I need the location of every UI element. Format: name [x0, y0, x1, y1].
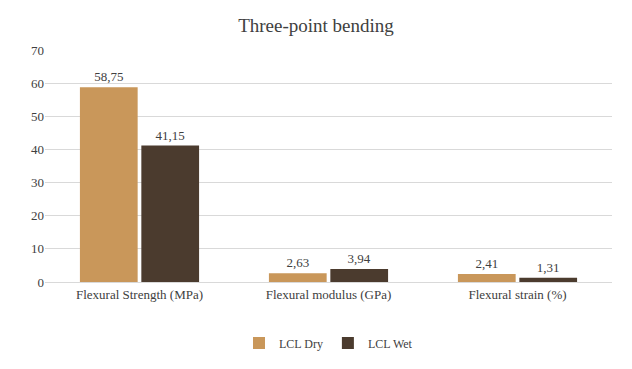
- svg-text:30: 30: [31, 175, 44, 190]
- svg-text:40: 40: [31, 142, 44, 157]
- svg-text:58,75: 58,75: [94, 69, 123, 84]
- svg-text:Flexural Strength (MPa): Flexural Strength (MPa): [76, 287, 203, 302]
- svg-text:Flexural strain (%): Flexural strain (%): [468, 287, 566, 302]
- svg-text:LCL Wet: LCL Wet: [368, 337, 413, 351]
- svg-text:2,63: 2,63: [286, 255, 309, 270]
- svg-text:20: 20: [31, 208, 44, 223]
- svg-text:Flexural modulus (GPa): Flexural modulus (GPa): [266, 287, 392, 302]
- svg-text:70: 70: [31, 43, 44, 58]
- svg-text:50: 50: [31, 109, 44, 124]
- svg-text:60: 60: [31, 76, 44, 91]
- svg-text:0: 0: [38, 275, 45, 290]
- svg-text:41,15: 41,15: [156, 128, 185, 143]
- svg-text:1,31: 1,31: [537, 260, 560, 275]
- svg-text:10: 10: [31, 241, 44, 256]
- svg-text:3,94: 3,94: [348, 251, 371, 266]
- svg-text:2,41: 2,41: [475, 256, 498, 271]
- svg-text:LCL Dry: LCL Dry: [279, 337, 323, 351]
- svg-text:Three-point bending: Three-point bending: [238, 15, 394, 36]
